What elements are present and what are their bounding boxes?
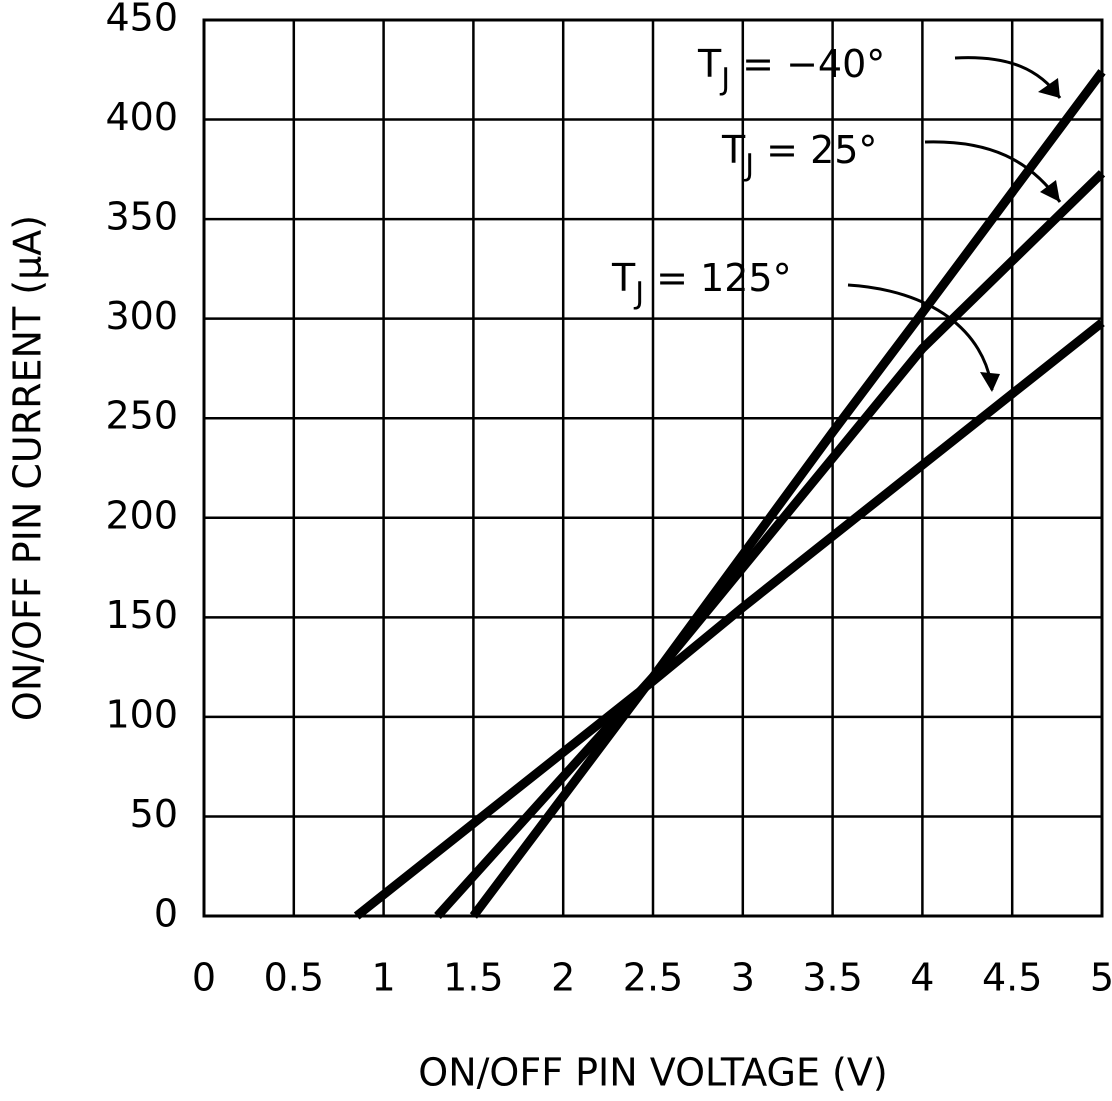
arrow-head [1040, 180, 1060, 202]
x-tick-label: 0 [192, 956, 216, 1000]
y-tick-label: 0 [154, 892, 178, 936]
x-tick-label: 1 [372, 956, 396, 1000]
annotation-sub: J [633, 276, 644, 311]
y-tick-label: 350 [105, 195, 178, 239]
y-tick-label: 100 [105, 692, 178, 736]
y-tick-label: 200 [105, 493, 178, 537]
y-tick-label: 450 [105, 0, 178, 40]
arrow-head [1038, 78, 1060, 98]
series-line [469, 69, 1106, 919]
y-tick-label: 300 [105, 294, 178, 338]
annotation: TJ = 25° [721, 128, 877, 183]
series-line [434, 170, 1106, 920]
annotation-sub: J [719, 62, 730, 97]
annotation-sub: J [743, 148, 754, 183]
x-tick-label: 2 [551, 956, 575, 1000]
arrow-head [980, 372, 1000, 392]
plot-frame [202, 18, 1104, 918]
x-axis-label: ON/OFF PIN VOLTAGE (V) [418, 1051, 887, 1095]
annotation-arrow [847, 283, 994, 391]
x-tick-label: 3 [731, 956, 755, 1000]
x-tick-label: 3.5 [802, 956, 862, 1000]
x-tick-label: 5 [1090, 956, 1112, 1000]
x-tick-label: 0.5 [264, 956, 324, 1000]
annotation-rest: = −40° [730, 42, 885, 86]
annotation-rest: = 125° [644, 256, 792, 300]
annotation-main: T [721, 128, 746, 172]
x-tick-label: 1.5 [443, 956, 503, 1000]
y-axis-label: ON/OFF PIN CURRENT (μA) [6, 215, 50, 721]
annotation-main: T [697, 42, 722, 86]
x-tick-label: 4.5 [982, 956, 1042, 1000]
x-tick-label: 2.5 [623, 956, 683, 1000]
y-tick-label: 50 [130, 792, 178, 836]
annotation: TJ = −40° [697, 42, 885, 97]
annotation: TJ = 125° [611, 256, 792, 311]
y-tick-label: 400 [105, 95, 178, 139]
annotation-main: T [611, 256, 636, 300]
annotation-rest: = 25° [754, 128, 877, 172]
series-line [353, 319, 1105, 920]
x-tick-label: 4 [910, 956, 934, 1000]
y-tick-label: 250 [105, 394, 178, 438]
y-tick-label: 150 [105, 593, 178, 637]
